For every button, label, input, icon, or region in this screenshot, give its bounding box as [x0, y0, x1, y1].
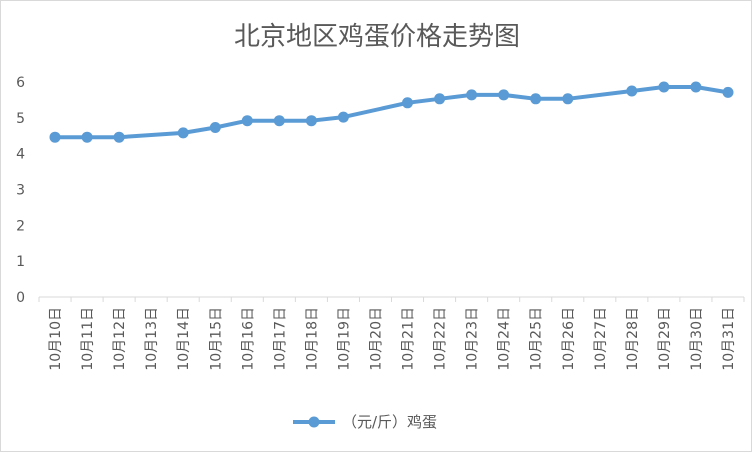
x-tick-label: 10月23日 [465, 307, 481, 371]
x-tick-label: 10月21日 [401, 307, 417, 371]
y-tick-label: 4 [16, 147, 25, 163]
data-point [402, 97, 413, 109]
data-point [177, 127, 189, 139]
x-tick-label: 10月10日 [48, 307, 64, 371]
legend: （元/斤）鸡蛋 [293, 413, 437, 431]
data-point [209, 122, 221, 133]
x-tick-label: 10月31日 [721, 307, 737, 371]
data-point [241, 115, 253, 127]
data-point [498, 89, 510, 101]
x-tick-label: 10月12日 [112, 307, 128, 371]
x-tick-label: 10月16日 [240, 307, 256, 371]
data-point [49, 131, 61, 143]
data-point [273, 115, 285, 127]
data-point [113, 131, 125, 143]
x-tick-label: 10月24日 [497, 307, 513, 371]
legend-marker [308, 416, 320, 428]
data-point [562, 93, 574, 105]
x-tick-label: 10月28日 [625, 307, 641, 371]
data-point [722, 86, 734, 98]
data-point [81, 131, 93, 143]
y-tick-label: 0 [16, 290, 25, 306]
x-tick-label: 10月19日 [336, 307, 352, 371]
x-tick-label: 10月25日 [529, 307, 545, 371]
x-tick-label: 10月15日 [208, 307, 224, 371]
y-tick-label: 6 [16, 75, 25, 91]
y-tick-label: 3 [16, 183, 25, 199]
data-point [305, 115, 317, 127]
x-tick-label: 10月17日 [272, 307, 288, 371]
y-tick-label: 2 [16, 218, 25, 234]
x-tick-label: 10月26日 [561, 307, 577, 371]
x-tick-label: 10月18日 [304, 307, 320, 371]
x-tick-label: 10月20日 [368, 307, 384, 371]
y-tick-label: 1 [16, 254, 25, 270]
y-tick-label: 5 [16, 111, 25, 127]
data-point [337, 111, 349, 123]
data-point [626, 85, 638, 97]
data-point [466, 89, 478, 101]
x-tick-label: 10月29日 [657, 307, 673, 371]
x-tick-label: 10月14日 [176, 307, 192, 371]
series-line [53, 85, 730, 140]
data-point [658, 81, 670, 93]
x-tick-label: 10月13日 [144, 307, 160, 371]
x-tick-label: 10月22日 [433, 307, 449, 371]
x-tick-label: 10月11日 [80, 307, 96, 371]
chart-title: 北京地区鸡蛋价格走势图 [234, 22, 520, 52]
axes: 0 1 2 3 4 5 6 10月10日 10月11日 10月12日 10月13日 10月14日 10月… [16, 75, 745, 371]
series-layer [49, 81, 734, 143]
x-tick-label: 10月30日 [689, 307, 705, 371]
data-point [690, 81, 702, 93]
x-tick-label: 10月27日 [593, 307, 609, 371]
legend-label: （元/斤）鸡蛋 [342, 413, 437, 431]
data-point [530, 93, 542, 105]
data-point [434, 93, 446, 105]
